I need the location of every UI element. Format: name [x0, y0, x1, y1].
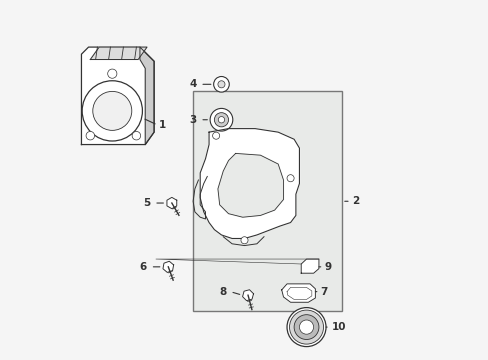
Polygon shape — [200, 129, 299, 238]
Text: 2: 2 — [352, 196, 359, 206]
Bar — [193, 91, 341, 311]
Polygon shape — [218, 153, 283, 217]
Polygon shape — [301, 259, 318, 273]
Text: 6: 6 — [140, 262, 147, 272]
Circle shape — [213, 77, 229, 92]
Circle shape — [286, 307, 325, 347]
Circle shape — [107, 69, 117, 78]
Text: 3: 3 — [189, 115, 196, 125]
Circle shape — [218, 81, 224, 88]
Circle shape — [289, 310, 323, 344]
Polygon shape — [166, 197, 176, 209]
Text: 9: 9 — [324, 262, 331, 272]
Polygon shape — [140, 47, 154, 145]
Circle shape — [286, 175, 293, 182]
Circle shape — [132, 131, 141, 140]
Text: 10: 10 — [331, 322, 345, 332]
Circle shape — [299, 320, 313, 334]
Polygon shape — [242, 290, 253, 301]
Text: 5: 5 — [143, 198, 150, 208]
Circle shape — [218, 117, 224, 123]
Circle shape — [241, 237, 247, 244]
Polygon shape — [163, 261, 173, 273]
Polygon shape — [90, 47, 147, 59]
Circle shape — [212, 132, 219, 139]
Text: 8: 8 — [219, 287, 226, 297]
Circle shape — [214, 113, 228, 127]
Polygon shape — [281, 284, 315, 302]
Text: 7: 7 — [320, 287, 327, 297]
Circle shape — [82, 81, 142, 141]
Polygon shape — [81, 47, 154, 145]
Circle shape — [86, 131, 94, 140]
Text: 1: 1 — [159, 120, 165, 130]
Circle shape — [210, 108, 232, 131]
Circle shape — [293, 315, 318, 339]
Circle shape — [93, 91, 132, 130]
Text: 4: 4 — [189, 79, 196, 89]
